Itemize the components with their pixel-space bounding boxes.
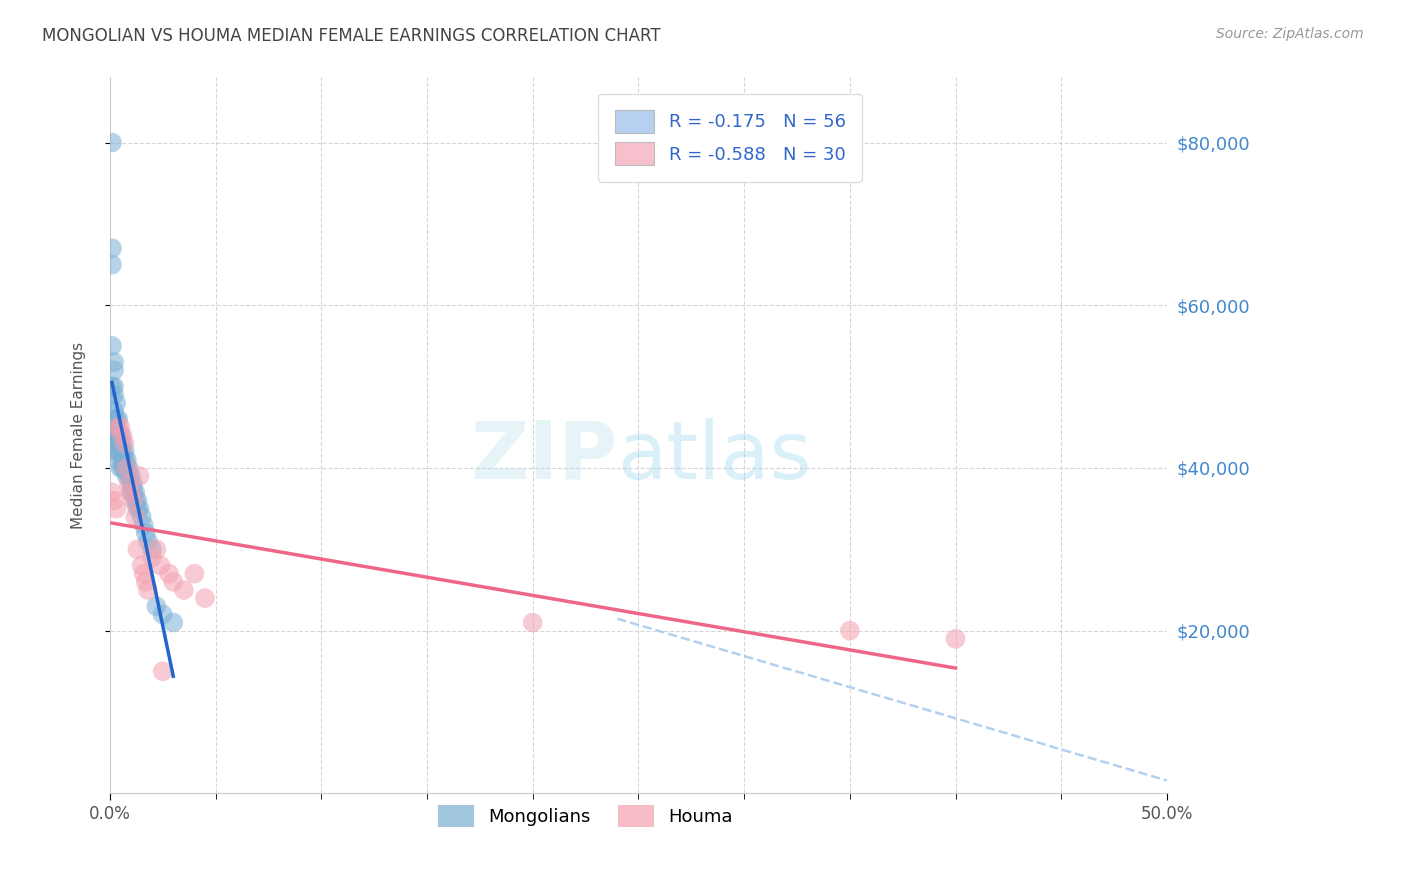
Point [103, 493, 125, 508]
Point [101, 339, 124, 353]
Point [115, 461, 138, 475]
Point [101, 379, 124, 393]
Point [136, 534, 159, 549]
Point [111, 461, 134, 475]
Text: atlas: atlas [617, 417, 811, 496]
Point [110, 444, 132, 458]
Point [101, 241, 124, 255]
Point [136, 582, 159, 597]
Point [131, 509, 153, 524]
Point [132, 517, 155, 532]
Legend: Mongolians, Houma: Mongolians, Houma [430, 798, 741, 834]
Point [120, 469, 142, 483]
Point [114, 461, 136, 475]
Point [194, 591, 217, 606]
Point [131, 558, 153, 573]
Text: Source: ZipAtlas.com: Source: ZipAtlas.com [1216, 27, 1364, 41]
Point [111, 444, 134, 458]
Point [103, 412, 125, 426]
Point [107, 444, 129, 458]
Point [103, 388, 125, 402]
Point [124, 509, 146, 524]
Point [107, 452, 129, 467]
Point [522, 615, 544, 630]
Point [111, 436, 134, 450]
Point [103, 363, 125, 377]
Point [103, 379, 125, 393]
Point [157, 566, 180, 581]
Point [114, 436, 136, 450]
Point [107, 436, 129, 450]
Point [128, 501, 150, 516]
Point [127, 493, 149, 508]
Text: ZIP: ZIP [470, 417, 617, 496]
Point [135, 574, 157, 589]
Point [111, 452, 134, 467]
Point [122, 477, 145, 491]
Point [101, 136, 124, 150]
Point [105, 501, 128, 516]
Point [128, 469, 150, 483]
Point [118, 469, 141, 483]
Point [103, 355, 125, 369]
Point [132, 566, 155, 581]
Y-axis label: Median Female Earnings: Median Female Earnings [72, 342, 86, 529]
Point [945, 632, 967, 646]
Point [114, 452, 136, 467]
Point [105, 428, 128, 442]
Point [115, 452, 138, 467]
Text: MONGOLIAN VS HOUMA MEDIAN FEMALE EARNINGS CORRELATION CHART: MONGOLIAN VS HOUMA MEDIAN FEMALE EARNING… [42, 27, 661, 45]
Point [162, 615, 184, 630]
Point [838, 624, 860, 638]
Point [120, 485, 142, 500]
Point [107, 412, 129, 426]
Point [110, 428, 132, 442]
Point [124, 485, 146, 500]
Point [115, 469, 138, 483]
Point [105, 444, 128, 458]
Point [183, 566, 205, 581]
Point [105, 412, 128, 426]
Point [141, 550, 163, 565]
Point [152, 607, 174, 622]
Point [120, 477, 142, 491]
Point [114, 444, 136, 458]
Point [149, 558, 172, 573]
Point [127, 501, 149, 516]
Point [110, 420, 132, 434]
Point [173, 582, 195, 597]
Point [101, 485, 124, 500]
Point [110, 436, 132, 450]
Point [107, 428, 129, 442]
Point [122, 485, 145, 500]
Point [105, 420, 128, 434]
Point [105, 396, 128, 410]
Point [101, 258, 124, 272]
Point [141, 542, 163, 557]
Point [118, 461, 141, 475]
Point [122, 493, 145, 508]
Point [152, 665, 174, 679]
Point [162, 574, 184, 589]
Point [115, 461, 138, 475]
Point [145, 599, 167, 614]
Point [118, 477, 141, 491]
Point [120, 485, 142, 500]
Point [111, 428, 134, 442]
Point [103, 404, 125, 418]
Point [145, 542, 167, 557]
Point [135, 526, 157, 541]
Point [110, 461, 132, 475]
Point [105, 436, 128, 450]
Point [124, 493, 146, 508]
Point [127, 542, 149, 557]
Point [107, 420, 129, 434]
